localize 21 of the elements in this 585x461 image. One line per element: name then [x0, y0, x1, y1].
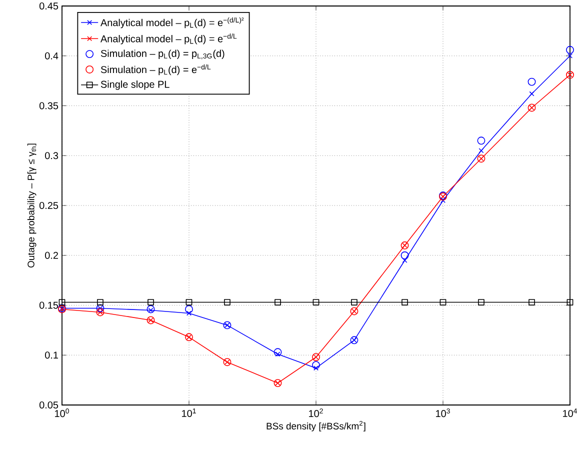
- legend-label: Analytical model – p$_{L}$(d) = e$^{−(d/L)²}$: [100, 17, 244, 28]
- x-tick-label: 10$^{1}$: [182, 408, 196, 418]
- x-tick-label: 10$^{2}$: [309, 408, 323, 418]
- y-tick-label: 0.35: [39, 102, 58, 110]
- x-axis-title: BSs density [#BSs/km$^{2}$]: [266, 420, 366, 432]
- y-axis-title: Outage probability – P[γ ≤ γ$_{th}$]: [27, 144, 36, 268]
- y-tick-label: 0.45: [39, 2, 58, 10]
- legend-label: Analytical model – p$_{L}$(d) = e$^{−d/L}$: [100, 34, 237, 44]
- y-tick-label: 0.25: [39, 202, 58, 210]
- legend-label: Simulation – p$_{L}$(d) = p$_{L,3G}$(d): [100, 50, 224, 60]
- y-tick-label: 0.3: [45, 152, 58, 160]
- x-tick-label: 10$^{4}$: [563, 408, 578, 418]
- x-tick-label: 10$^{3}$: [436, 408, 450, 418]
- y-tick-label: 0.05: [39, 401, 58, 409]
- legend-label: Single slope PL: [100, 80, 170, 90]
- y-tick-label: 0.2: [45, 252, 58, 259]
- y-tick-label: 0.15: [39, 302, 58, 309]
- y-tick-label: 0.1: [45, 352, 58, 359]
- x-tick-label: 10$^{0}$: [55, 408, 69, 418]
- legend-label: Simulation – p$_{L}$(d) = e$^{−d/L}$: [100, 64, 211, 76]
- y-tick-label: 0.4: [45, 52, 58, 60]
